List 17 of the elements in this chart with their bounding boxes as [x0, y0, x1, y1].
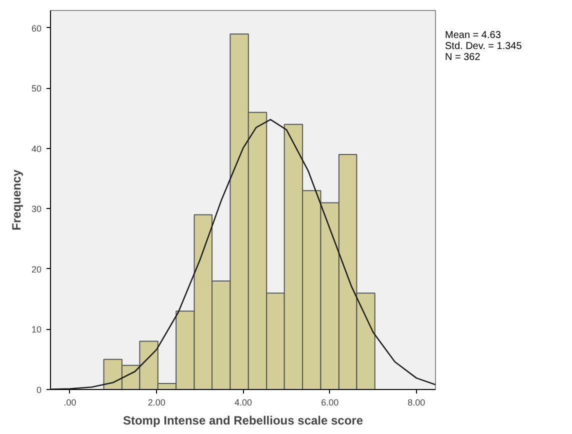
- y-tick-label: 10: [31, 324, 42, 335]
- text: Mean = 4.63: [445, 30, 501, 41]
- x-axis-title: Stomp Intense and Rebellious scale score: [122, 414, 364, 428]
- y-tick-label: 0: [36, 385, 42, 395]
- text: Std. Dev. = 1.345: [445, 41, 522, 52]
- y-tick-label: 20: [31, 264, 42, 274]
- x-tick-label: 8.00: [408, 398, 426, 408]
- x-tick-label: .00: [64, 398, 76, 408]
- y-axis-title: Frequency: [9, 169, 24, 230]
- x-tick-label: 6.00: [321, 398, 339, 408]
- y-tick-label: 60: [31, 23, 42, 34]
- x-tick-label: 2.00: [148, 398, 166, 408]
- text: N = 362: [445, 52, 480, 63]
- y-tick-label: 50: [31, 84, 42, 94]
- y-tick-label: 40: [31, 144, 42, 154]
- y-tick-label: 30: [31, 204, 42, 214]
- x-tick-label: 4.00: [234, 398, 252, 408]
